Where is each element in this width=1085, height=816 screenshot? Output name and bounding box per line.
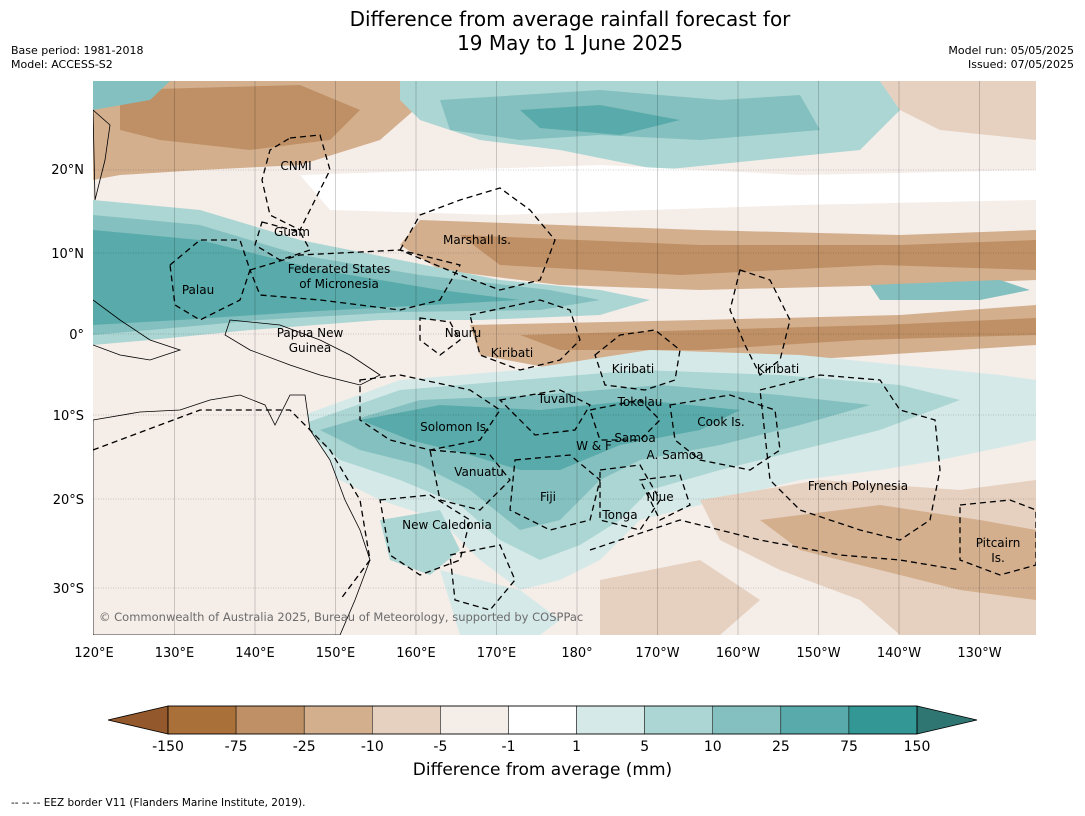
lat-tick-label: 10°S bbox=[53, 409, 84, 424]
model-run-text: Model run: 05/05/2025 bbox=[948, 44, 1074, 57]
lon-tick-label: 170°W bbox=[635, 646, 679, 661]
issued-text: Issued: 07/05/2025 bbox=[967, 58, 1074, 71]
colorbar-tick-label: 150 bbox=[904, 739, 931, 755]
colorbar-tick-label: 1 bbox=[572, 739, 581, 755]
lat-tick-label: 0° bbox=[69, 328, 84, 343]
colorbar-tick-label: -75 bbox=[225, 739, 248, 755]
colorbar-segment bbox=[508, 705, 577, 735]
lon-tick-label: 180° bbox=[561, 646, 592, 661]
label-png-line1: Papua New bbox=[277, 326, 344, 340]
title-line-2: 19 May to 1 June 2025 bbox=[457, 31, 683, 55]
title-line-1: Difference from average rainfall forecas… bbox=[349, 7, 791, 31]
chart-title: Difference from average rainfall forecas… bbox=[0, 7, 1085, 55]
colorbar-segment bbox=[235, 705, 305, 735]
label-cnmi: CNMI bbox=[280, 159, 311, 173]
colorbar-segment bbox=[644, 705, 713, 735]
lat-tick-label: 20°N bbox=[51, 163, 84, 178]
lat-tick-label: 20°S bbox=[53, 493, 84, 508]
base-period-text: Base period: 1981-2018 bbox=[11, 44, 144, 57]
label-new-caledonia: New Caledonia bbox=[402, 518, 492, 532]
colorbar-segment bbox=[576, 705, 645, 735]
label-pitcairn-line1: Pitcairn bbox=[976, 536, 1021, 550]
label-niue: Niue bbox=[646, 490, 673, 504]
colorbar-frame bbox=[167, 705, 918, 735]
label-tokelau: Tokelau bbox=[617, 395, 663, 409]
label-fsm-line1: Federated States bbox=[288, 262, 390, 276]
region-labels: CNMI Guam Marshall Is. Federated States … bbox=[182, 159, 1020, 565]
lat-tick-label: 10°N bbox=[51, 247, 84, 262]
colorbar-segment bbox=[167, 705, 237, 735]
colorbar-segments bbox=[167, 705, 918, 735]
lon-tick-label: 130°E bbox=[155, 646, 195, 661]
colorbar-tick-label: 10 bbox=[704, 739, 722, 755]
lat-tick-label: 30°S bbox=[53, 582, 84, 597]
label-solomon-is: Solomon Is. bbox=[420, 420, 490, 434]
colorbar-tick-label: -1 bbox=[502, 739, 516, 755]
label-guam: Guam bbox=[274, 225, 310, 239]
label-cook-is: Cook Is. bbox=[697, 415, 744, 429]
label-tonga: Tonga bbox=[601, 508, 637, 522]
colorbar-tick-label: 25 bbox=[772, 739, 790, 755]
eez-footnote: -- -- -- EEZ border V11 (Flanders Marine… bbox=[11, 797, 306, 809]
label-pitcairn-line2: Is. bbox=[991, 551, 1005, 565]
lon-tick-label: 140°E bbox=[235, 646, 275, 661]
lon-tick-label: 160°E bbox=[396, 646, 436, 661]
label-kiribati-central: Kiribati bbox=[612, 362, 654, 376]
label-french-polynesia: French Polynesia bbox=[808, 479, 908, 493]
lon-tick-label: 150°E bbox=[316, 646, 356, 661]
lon-tick-label: 170°E bbox=[477, 646, 517, 661]
lon-tick-label: 160°W bbox=[716, 646, 760, 661]
colorbar-tick-label: -150 bbox=[152, 739, 184, 755]
label-fsm-line2: of Micronesia bbox=[299, 277, 379, 291]
eez-borders bbox=[93, 134, 1036, 611]
colorbar: -150 -75 -25 -10 -5 -1 1 5 10 25 75 150 bbox=[107, 705, 978, 755]
colorbar-segment bbox=[780, 705, 850, 735]
colorbar-title: Difference from average (mm) bbox=[412, 760, 673, 780]
colorbar-extend-low bbox=[107, 705, 169, 735]
lon-tick-label: 140°W bbox=[877, 646, 921, 661]
colorbar-segment bbox=[303, 705, 373, 735]
metadata-left: Base period: 1981-2018 Model: ACCESS-S2 bbox=[11, 44, 143, 72]
label-nauru: Nauru bbox=[445, 326, 481, 340]
label-palau: Palau bbox=[182, 283, 214, 297]
label-vanuatu: Vanuatu bbox=[454, 465, 504, 479]
label-marshall-is: Marshall Is. bbox=[443, 233, 511, 247]
label-kiribati-west: Kiribati bbox=[491, 346, 533, 360]
colorbar-tick-label: -5 bbox=[433, 739, 447, 755]
lon-tick-label: 130°W bbox=[957, 646, 1001, 661]
metadata-right: Model run: 05/05/2025 Issued: 07/05/2025 bbox=[948, 44, 1074, 72]
colorbar-tick-label: 75 bbox=[840, 739, 858, 755]
colorbar-segment bbox=[712, 705, 782, 735]
colorbar-segment bbox=[440, 705, 509, 735]
lon-tick-label: 150°W bbox=[796, 646, 840, 661]
colorbar-tick-label: 5 bbox=[640, 739, 649, 755]
longitude-labels: 120°E 130°E 140°E 150°E 160°E 170°E 180°… bbox=[74, 646, 1001, 661]
label-fiji: Fiji bbox=[540, 490, 556, 504]
label-wallis-futuna: W & F bbox=[576, 439, 612, 453]
label-tuvalu: Tuvalu bbox=[537, 392, 577, 406]
model-text: Model: ACCESS-S2 bbox=[11, 58, 113, 71]
colorbar-tick-labels: -150 -75 -25 -10 -5 -1 1 5 10 25 75 150 bbox=[152, 739, 930, 755]
label-kiribati-east: Kiribati bbox=[757, 362, 799, 376]
colorbar-tick-label: -10 bbox=[361, 739, 384, 755]
label-american-samoa: A. Samoa bbox=[647, 448, 704, 462]
colorbar-tick-label: -25 bbox=[293, 739, 316, 755]
colorbar-extend-high bbox=[916, 705, 978, 735]
lon-tick-label: 120°E bbox=[74, 646, 114, 661]
colorbar-segment bbox=[372, 705, 441, 735]
colorbar-segment bbox=[848, 705, 918, 735]
graticule bbox=[93, 81, 1036, 635]
rainfall-field bbox=[93, 81, 1036, 635]
latitude-labels: 20°N 10°N 0° 10°S 20°S 30°S bbox=[51, 163, 84, 597]
label-png-line2: Guinea bbox=[289, 341, 332, 355]
label-samoa: Samoa bbox=[614, 431, 655, 445]
copyright-credit: © Commonwealth of Australia 2025, Bureau… bbox=[99, 610, 583, 624]
